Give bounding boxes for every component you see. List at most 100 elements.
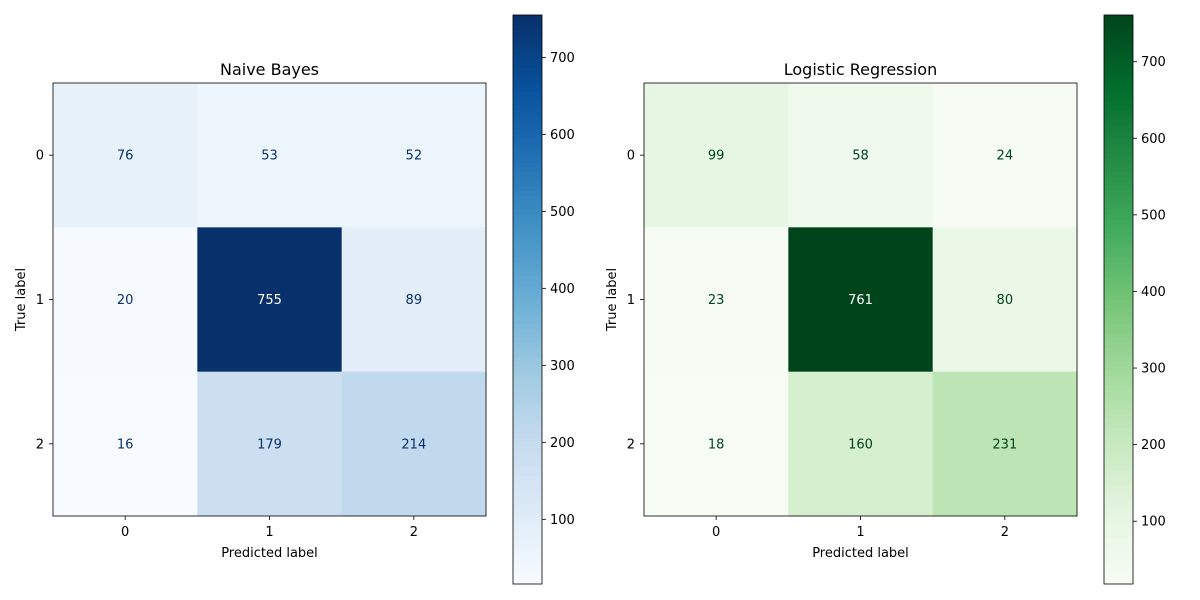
heatmap-cell <box>788 371 934 517</box>
cell-value-label: 99 <box>708 149 725 164</box>
y-tick-label: 2 <box>627 437 635 452</box>
colorbar-segment <box>513 119 542 125</box>
colorbar-segment <box>513 527 542 533</box>
colorbar-segment <box>513 327 542 334</box>
colorbar-segment <box>513 555 542 561</box>
colorbar-segment <box>513 565 542 571</box>
colorbar-segment <box>513 446 542 452</box>
colorbar-segment <box>513 105 542 111</box>
colorbar-segment <box>513 266 542 272</box>
colorbar-tick-label: 300 <box>1141 362 1166 377</box>
colorbar-segment <box>513 109 542 116</box>
colorbar-tick-label: 200 <box>1141 438 1166 453</box>
colorbar-segment <box>1104 318 1133 324</box>
colorbar-segment <box>513 67 542 73</box>
colorbar-segment <box>1104 62 1133 68</box>
colorbar-segment <box>513 356 542 362</box>
colorbar-segment <box>1104 574 1133 580</box>
colorbar-segment <box>1104 531 1133 538</box>
colorbar-segment <box>1104 38 1133 45</box>
x-axis-label: Predicted label <box>221 546 318 561</box>
cell-value-label: 761 <box>848 293 873 308</box>
colorbar-segment <box>1104 522 1133 528</box>
colorbar-segment <box>1104 441 1133 448</box>
colorbar-segment <box>1104 432 1133 438</box>
colorbar-segment <box>513 536 542 542</box>
colorbar-segment <box>513 408 542 414</box>
colorbar-segment <box>513 413 542 419</box>
colorbar-segment <box>1104 256 1133 263</box>
heatmap-cell <box>53 227 198 373</box>
colorbar-segment <box>1104 71 1133 78</box>
colorbar-segment <box>1104 418 1133 424</box>
colorbar-segment <box>513 152 542 158</box>
colorbar-tick-label: 600 <box>550 128 575 143</box>
colorbar-segment <box>1104 195 1133 201</box>
colorbar-segment <box>513 522 542 528</box>
colorbar-segment <box>513 48 542 54</box>
colorbar-segment <box>1104 484 1133 490</box>
colorbar-segment <box>513 470 542 476</box>
colorbar-segment <box>1104 517 1133 523</box>
cell-value-label: 16 <box>117 437 134 452</box>
colorbar-segment <box>513 199 542 206</box>
colorbar-segment <box>1104 384 1133 391</box>
cell-value-label: 53 <box>261 149 278 164</box>
cell-value-label: 89 <box>406 293 423 308</box>
colorbar-segment <box>513 171 542 177</box>
colorbar-segment <box>513 299 542 305</box>
colorbar-segment <box>513 143 542 149</box>
colorbar-segment <box>1104 375 1133 381</box>
colorbar-segment <box>513 479 542 486</box>
colorbar-segment <box>513 375 542 381</box>
colorbar-segment <box>513 332 542 339</box>
colorbar-segment <box>1104 266 1133 272</box>
colorbar-segment <box>1104 332 1133 339</box>
colorbar-segment <box>513 280 542 286</box>
colorbar-segment <box>513 180 542 187</box>
colorbar-segment <box>1104 33 1133 40</box>
colorbar-segment <box>1104 199 1133 206</box>
cell-value-label: 23 <box>708 293 725 308</box>
colorbar-segment <box>513 346 542 353</box>
colorbar-segment <box>1104 67 1133 73</box>
colorbar-segment <box>513 242 542 248</box>
colorbar-segment <box>513 384 542 391</box>
colorbar-segment <box>1104 95 1133 101</box>
colorbar-segment <box>1104 86 1133 92</box>
colorbar-segment <box>513 252 542 258</box>
colorbar-segment <box>513 541 542 547</box>
colorbar-segment <box>513 15 542 21</box>
colorbar-segment <box>513 271 542 277</box>
colorbar-segment <box>1104 223 1133 229</box>
colorbar-segment <box>1104 427 1133 433</box>
colorbar-segment <box>513 484 542 490</box>
colorbar-segment <box>513 313 542 320</box>
x-tick-label: 2 <box>1001 525 1009 540</box>
x-tick-label: 2 <box>410 525 418 540</box>
cell-value-label: 18 <box>708 437 725 452</box>
cell-value-label: 755 <box>257 293 282 308</box>
colorbar-segment <box>1104 48 1133 54</box>
colorbar-segment <box>513 451 542 457</box>
colorbar-segment <box>513 237 542 244</box>
y-axis-label: True label <box>14 268 29 332</box>
colorbar: 100 200 300 400 500 600 700 <box>512 14 575 585</box>
colorbar-segment <box>513 337 542 343</box>
colorbar-segment <box>1104 337 1133 343</box>
colorbar-segment <box>1104 446 1133 452</box>
colorbar-segment <box>513 380 542 386</box>
y-tick-label: 0 <box>36 149 44 164</box>
heatmap-cell <box>53 83 198 228</box>
colorbar-tick-label: 300 <box>550 359 575 374</box>
colorbar-segment <box>513 247 542 253</box>
colorbar-segment <box>513 550 542 557</box>
colorbar-segment <box>1104 536 1133 542</box>
cell-value-label: 58 <box>852 149 869 164</box>
colorbar-segment <box>513 432 542 438</box>
colorbar-segment <box>1104 176 1133 182</box>
colorbar-segment <box>1104 90 1133 97</box>
colorbar-segment <box>1104 380 1133 386</box>
colorbar-segment <box>513 489 542 495</box>
